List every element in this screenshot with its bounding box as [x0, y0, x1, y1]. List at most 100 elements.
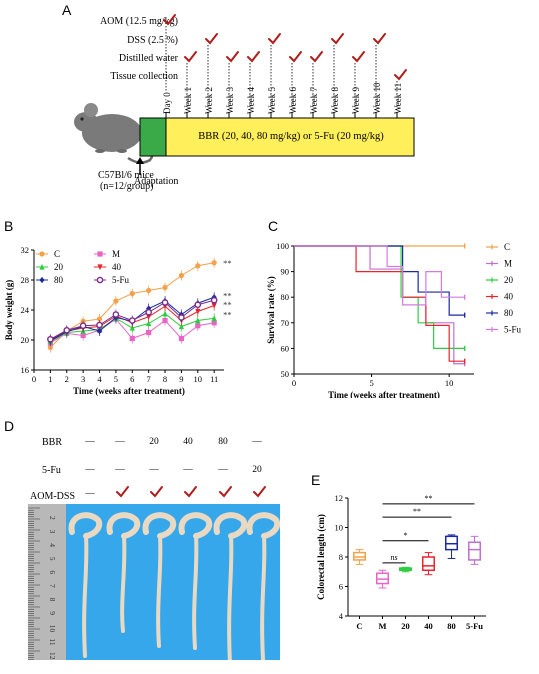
data-point — [146, 287, 152, 294]
fu-dose-cell: — — [183, 465, 193, 475]
data-point — [178, 272, 185, 279]
ruler-number: 11 — [48, 638, 57, 645]
data-point — [113, 298, 119, 304]
colon-body — [260, 534, 267, 660]
significance-label: ** — [223, 258, 232, 268]
fu-dose-cell: — — [115, 465, 125, 475]
row-5fu-label: 5-Fu — [42, 465, 61, 476]
significance-label: ** — [425, 494, 433, 503]
legend-entry: 80 — [36, 275, 64, 285]
legend-entry: 40 — [94, 262, 122, 272]
x-tick-label: 4 — [97, 374, 102, 384]
week-label: Week 6 — [288, 86, 298, 114]
week-label: Week 11 — [393, 83, 403, 114]
legend-label: 20 — [504, 275, 514, 285]
data-point — [195, 308, 201, 315]
x-tick-label: 10 — [194, 374, 203, 384]
treatment-bar — [165, 117, 415, 157]
ruler — [28, 504, 66, 660]
data-point — [162, 310, 168, 317]
treatment-text: BBR (20, 40, 80 mg/kg) or 5-Fu (20 mg/kg… — [198, 131, 384, 142]
legend-entry: 80 — [486, 308, 514, 318]
colon-specimen — [142, 512, 177, 648]
week-label: Week 4 — [246, 86, 256, 114]
y-tick-label: 20 — [21, 335, 30, 345]
data-point — [178, 314, 185, 321]
y-tick-label: 100 — [276, 241, 289, 251]
x-tick-label: 9 — [179, 374, 183, 384]
survival-chart: 50 60 70 80 90 100 0 5 10 Time (weeks after treat… — [266, 241, 522, 398]
week-label: Week 7 — [309, 86, 319, 114]
fu-dose-cell: — — [218, 465, 228, 475]
row-dss-label: DSS (2.5 %) — [127, 35, 178, 46]
check-mark — [352, 51, 365, 63]
bbr-dose-cell: — — [85, 437, 95, 447]
box-C — [353, 549, 366, 565]
ruler-number: 6 — [48, 570, 57, 574]
colon-specimen — [178, 512, 213, 650]
box-5-Fu — [468, 535, 481, 565]
x-tick-label: 5-Fu — [466, 621, 483, 631]
ruler-number: 8 — [48, 598, 57, 602]
check-mark — [331, 33, 344, 45]
data-point — [178, 323, 185, 330]
legend-entry: 5-Fu — [486, 325, 522, 335]
y-tick-label: 6 — [339, 582, 343, 592]
x-tick-label: 2 — [65, 374, 69, 384]
row-aomdss-label: AOM-DSS — [30, 491, 76, 502]
series-5-Fu — [47, 295, 218, 345]
body-weight-chart: 16 20 24 28 32 0 1 2 3 4 5 6 7 8 9 10 11 Time (weeks afte… — [4, 245, 232, 396]
legend-label: 40 — [112, 262, 122, 272]
x-tick-label: 7 — [147, 374, 151, 384]
fu-dose-cell: — — [85, 465, 95, 475]
bbr-dose-cell: 20 — [149, 437, 159, 447]
check-mark — [184, 486, 197, 498]
data-point — [195, 323, 201, 329]
colon-head — [106, 512, 141, 539]
data-point — [39, 251, 45, 257]
ruler-number: 3 — [48, 530, 57, 534]
data-point — [112, 311, 120, 318]
y-tick-label: 50 — [281, 369, 290, 379]
data-point — [161, 299, 169, 306]
week-label: Week 1 — [183, 87, 193, 114]
adaptation-label: Adaptation — [134, 176, 179, 187]
legend-entry: M — [94, 249, 120, 259]
data-point — [162, 317, 168, 324]
legend-label: C — [504, 242, 510, 252]
x-tick-label: 3 — [81, 374, 85, 384]
panel-c-label: C — [268, 218, 279, 234]
panel-b-label: B — [4, 218, 14, 234]
row-tissue-label: Tissue collection — [110, 71, 178, 82]
y-axis-label: Colorectal length (cm) — [316, 514, 326, 600]
data-point — [194, 301, 202, 309]
data-point — [128, 317, 136, 324]
colon-length-chart: 4 6 8 10 12 C M 20 40 80 5-Fu Colorectal length (cm… — [316, 493, 486, 631]
x-tick-label: 0 — [32, 374, 36, 384]
data-point — [195, 263, 201, 269]
legend-label: 80 — [504, 308, 514, 318]
week-label: Week 9 — [351, 86, 361, 114]
y-axis-label: Survival rate (%) — [266, 276, 276, 344]
week-label: Week 10 — [372, 82, 382, 114]
mouse-n: (n=12/group) — [100, 181, 154, 192]
bbr-dose-cell: 40 — [183, 437, 193, 447]
bbr-dose-cell: 80 — [218, 437, 228, 447]
check-mark — [289, 51, 302, 63]
data-point — [195, 317, 201, 324]
box-body — [422, 556, 435, 572]
colon-body — [192, 534, 199, 650]
colon-specimen — [213, 512, 248, 660]
data-point — [211, 315, 217, 321]
check-mark — [394, 69, 407, 81]
row-water-label: Distilled water — [118, 53, 178, 64]
data-point — [97, 264, 103, 271]
check-mark — [373, 33, 386, 45]
legend-label: 5-Fu — [504, 325, 522, 335]
check-mark — [150, 486, 163, 498]
colon-head — [246, 512, 281, 539]
colon-head — [142, 512, 177, 539]
legend-entry: 20 — [486, 275, 514, 285]
legend-entry: C — [486, 242, 510, 252]
